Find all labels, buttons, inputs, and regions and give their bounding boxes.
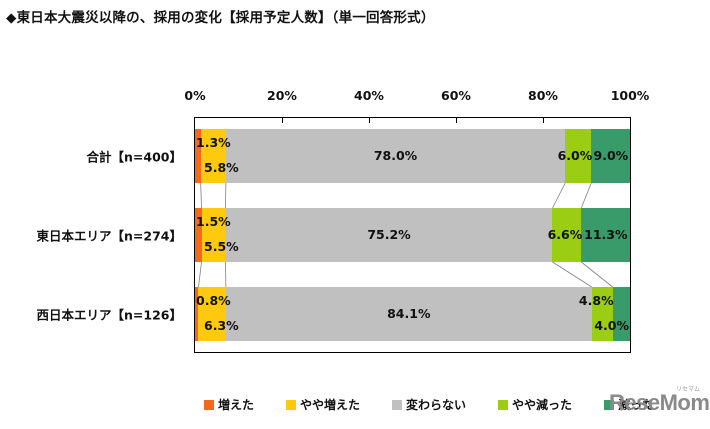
data-label: 11.3% bbox=[584, 227, 628, 242]
bar-segment bbox=[198, 287, 226, 341]
data-label: 6.6% bbox=[547, 227, 583, 242]
x-tick-mark bbox=[456, 117, 457, 123]
stacked-bar bbox=[195, 287, 630, 341]
category-label: 合計【n=400】 bbox=[86, 149, 182, 165]
data-label: 9.0% bbox=[593, 148, 629, 163]
data-label: 6.3% bbox=[204, 318, 239, 333]
legend-swatch-icon bbox=[498, 399, 509, 410]
bar-segment bbox=[612, 287, 630, 341]
data-label: 0.8% bbox=[196, 293, 231, 308]
data-label: 78.0% bbox=[373, 148, 418, 163]
data-label: 1.5% bbox=[196, 214, 231, 229]
data-label: 6.0% bbox=[557, 148, 593, 163]
legend-label: やや減った bbox=[512, 398, 573, 412]
data-label: 1.3% bbox=[196, 135, 231, 150]
legend-label: 減った bbox=[618, 398, 655, 412]
data-label: 4.8% bbox=[578, 293, 614, 308]
resemom-logo-sub: リセマム bbox=[676, 386, 701, 393]
legend-label: やや増えた bbox=[300, 398, 361, 412]
bar-segment bbox=[580, 208, 630, 262]
x-tick-label: 60% bbox=[441, 88, 471, 103]
legend-swatch-icon bbox=[392, 399, 403, 410]
legend-swatch-icon bbox=[286, 399, 297, 410]
x-tick-label: 100% bbox=[610, 88, 650, 103]
data-label: 5.8% bbox=[204, 160, 239, 175]
legend-label: 変わらない bbox=[406, 398, 467, 412]
bar-segment bbox=[564, 129, 591, 183]
bar-segment bbox=[195, 129, 201, 183]
stacked-bar bbox=[195, 129, 631, 183]
x-tick-mark bbox=[369, 117, 370, 123]
legend-swatch-icon bbox=[604, 399, 615, 410]
legend: 増えた やや増えた 変わらない やや減った 減った bbox=[204, 396, 686, 413]
bar-segment bbox=[552, 208, 581, 262]
x-tick-mark bbox=[543, 117, 544, 123]
category-label: 東日本エリア【n=274】 bbox=[36, 228, 182, 244]
x-tick-label: 0% bbox=[184, 88, 206, 103]
legend-item: 増えた bbox=[204, 396, 254, 413]
bar-segment bbox=[590, 129, 631, 183]
stacked-bar bbox=[195, 208, 630, 262]
data-label: 5.5% bbox=[204, 239, 239, 254]
category-label: 西日本エリア【n=126】 bbox=[36, 307, 182, 323]
data-label: 4.0% bbox=[594, 318, 629, 333]
bar-segment bbox=[200, 129, 226, 183]
legend-label: 増えた bbox=[218, 398, 255, 412]
legend-item: やや増えた bbox=[286, 396, 360, 413]
x-tick-label: 20% bbox=[267, 88, 297, 103]
x-tick-mark bbox=[282, 117, 283, 123]
x-tick-label: 80% bbox=[528, 88, 558, 103]
x-tick-label: 40% bbox=[354, 88, 384, 103]
bar-segment bbox=[195, 208, 202, 262]
bar-segment bbox=[225, 208, 553, 262]
legend-item: やや減った bbox=[498, 396, 572, 413]
legend-item: 変わらない bbox=[392, 396, 466, 413]
data-label: 75.2% bbox=[367, 227, 411, 242]
legend-swatch-icon bbox=[204, 399, 214, 410]
bar-segment bbox=[591, 287, 613, 341]
resemom-logo: ReseMom bbox=[609, 390, 710, 415]
data-label: 84.1% bbox=[387, 306, 431, 321]
bar-segment bbox=[225, 287, 592, 341]
plot-area bbox=[194, 117, 631, 353]
bar-segment bbox=[195, 287, 199, 341]
bar-segment bbox=[225, 129, 565, 183]
bar-segment bbox=[201, 208, 226, 262]
chart-title: ◆東日本大震災以降の、採用の変化【採用予定人数】（単一回答形式） bbox=[6, 10, 435, 26]
legend-item: 減った bbox=[604, 396, 654, 413]
